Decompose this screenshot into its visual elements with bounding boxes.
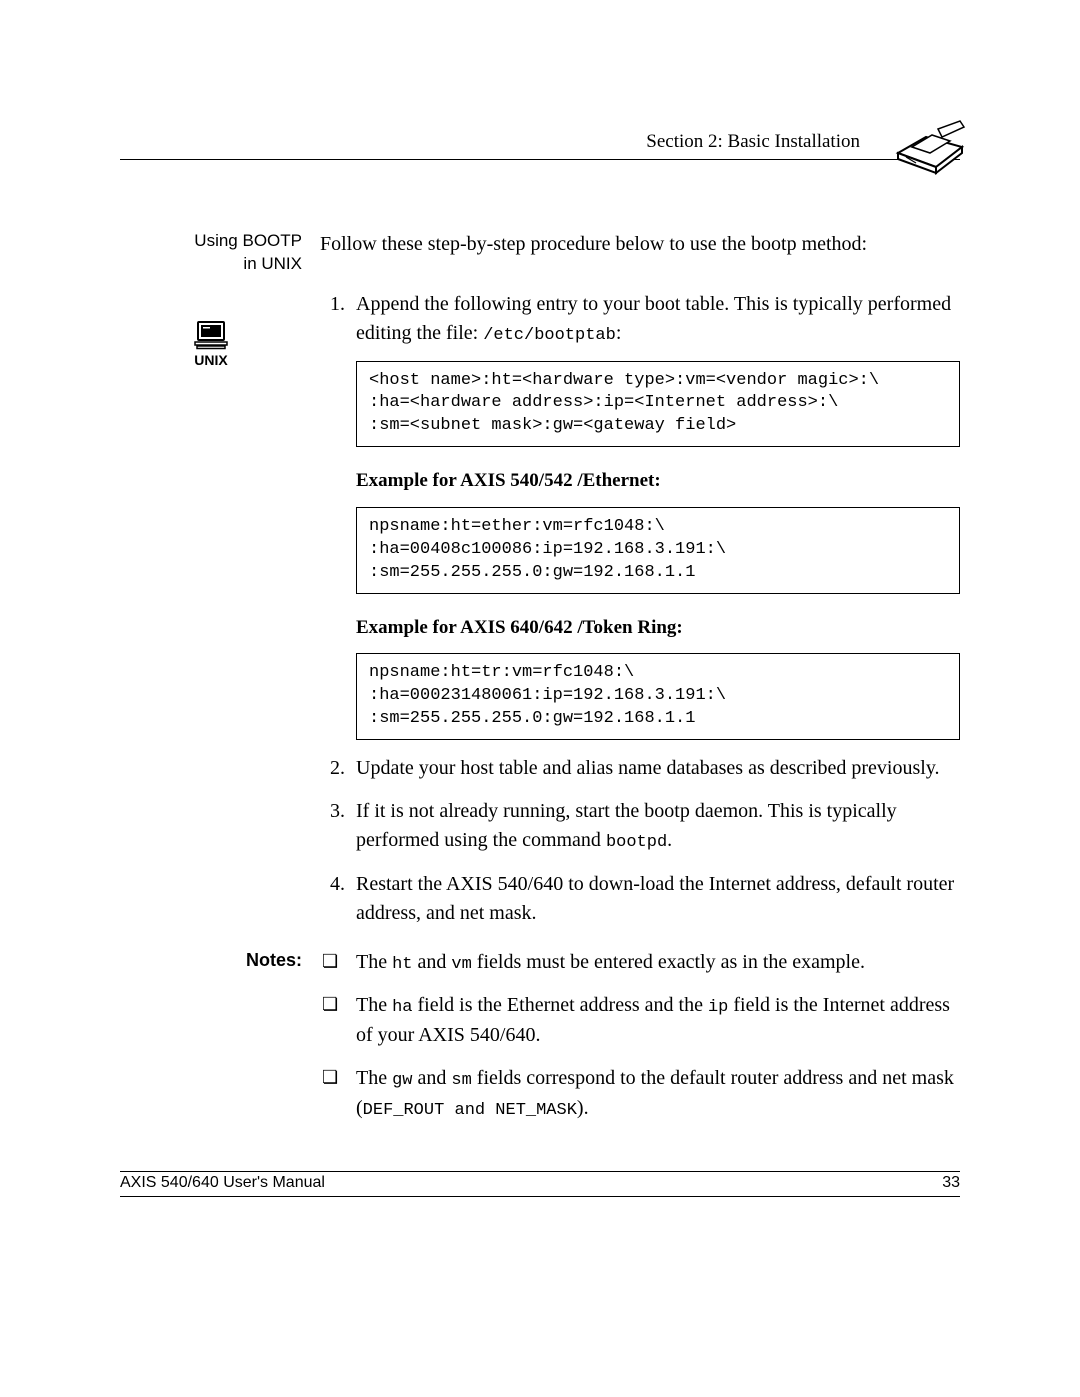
printer-icon <box>892 117 970 177</box>
notes-row: Notes: The ht and vm fields must be ente… <box>120 948 960 1138</box>
page: Section 2: Basic Installation Using BOOT… <box>0 0 1080 1397</box>
notes-body: The ht and vm fields must be entered exa… <box>320 948 960 1138</box>
notes-list: The ht and vm fields must be entered exa… <box>320 948 960 1124</box>
n3c1: gw <box>392 1071 412 1090</box>
steps-body: Append the following entry to your boot … <box>320 290 960 942</box>
note-2: The ha field is the Ethernet address and… <box>350 991 960 1050</box>
step-4: Restart the AXIS 540/640 to down-load th… <box>350 870 960 928</box>
codebox-example-tokenring: npsname:ht=tr:vm=rfc1048:\ :ha=000231480… <box>356 653 960 740</box>
step-3: If it is not already running, start the … <box>350 797 960 856</box>
n2a: The <box>356 994 392 1016</box>
codebox-example-ethernet: npsname:ht=ether:vm=rfc1048:\ :ha=00408c… <box>356 507 960 594</box>
page-header: Section 2: Basic Installation <box>120 118 960 160</box>
step1-text-a: Append the following entry to your boot … <box>356 293 951 344</box>
n3d: ). <box>577 1097 589 1119</box>
step3-b: . <box>667 829 672 851</box>
step1-text-b: : <box>616 322 622 344</box>
note-1: The ht and vm fields must be entered exa… <box>350 948 960 978</box>
step1-path: /etc/bootptab <box>483 326 616 345</box>
n1a: The <box>356 951 392 973</box>
n2c2: ip <box>708 998 728 1017</box>
note-3: The gw and sm fields correspond to the d… <box>350 1064 960 1123</box>
n3a: The <box>356 1067 392 1089</box>
margin-heading-line1: Using BOOTP <box>194 231 302 250</box>
step-1: Append the following entry to your boot … <box>350 290 960 740</box>
steps-row: UNIX Append the following entry to your … <box>120 290 960 942</box>
unix-badge-label: UNIX <box>194 352 227 368</box>
n3b: and <box>413 1067 452 1089</box>
ordered-steps: Append the following entry to your boot … <box>320 290 960 928</box>
intro-text: Follow these step-by-step procedure belo… <box>320 230 960 259</box>
n2b: field is the Ethernet address and the <box>413 994 708 1016</box>
example1-title: Example for AXIS 540/542 /Ethernet: <box>356 467 960 495</box>
section-title: Section 2: Basic Installation <box>646 131 860 153</box>
footer-page-number: 33 <box>942 1174 960 1196</box>
page-footer: AXIS 540/640 User's Manual 33 <box>120 1171 960 1197</box>
unix-badge: UNIX <box>120 290 320 368</box>
n1c: fields must be entered exactly as in the… <box>472 951 865 973</box>
notes-label: Notes: <box>246 950 302 970</box>
margin-heading-line2: in UNIX <box>243 254 302 273</box>
step-2: Update your host table and alias name da… <box>350 754 960 783</box>
step3-cmd: bootpd <box>606 833 667 852</box>
margin-heading: Using BOOTP in UNIX <box>120 230 320 276</box>
n2c1: ha <box>392 998 412 1017</box>
n3c2: sm <box>451 1071 471 1090</box>
notes-margin: Notes: <box>120 948 320 973</box>
footer-left: AXIS 540/640 User's Manual <box>120 1174 325 1196</box>
n1b: and <box>413 951 452 973</box>
n1c2: vm <box>451 955 471 974</box>
example2-title: Example for AXIS 640/642 /Token Ring: <box>356 614 960 642</box>
n3c3: DEF_ROUT and NET_MASK <box>363 1101 577 1120</box>
codebox-boottab: <host name>:ht=<hardware type>:vm=<vendo… <box>356 361 960 448</box>
n1c1: ht <box>392 955 412 974</box>
intro-row: Using BOOTP in UNIX Follow these step-by… <box>120 230 960 276</box>
